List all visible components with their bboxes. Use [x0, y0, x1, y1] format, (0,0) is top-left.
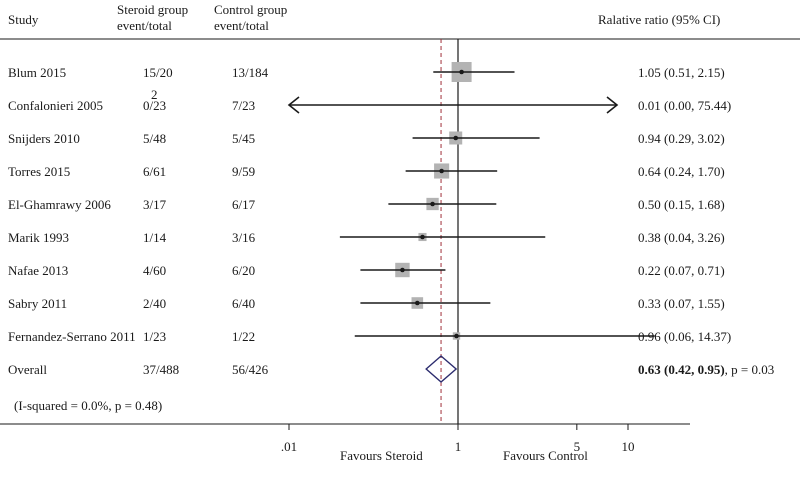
- favours-control-label: Favours Control: [503, 448, 588, 463]
- ratio-ci-text: 0.01 (0.00, 75.44): [638, 98, 731, 113]
- study-name: Marik 1993: [8, 230, 69, 245]
- ratio-ci-text: 0.33 (0.07, 1.55): [638, 296, 725, 311]
- point-estimate: [459, 69, 464, 75]
- header-study: Study: [8, 12, 39, 27]
- steroid-events-overlap: 2: [151, 87, 158, 102]
- study-name: Snijders 2010: [8, 131, 80, 146]
- control-events: 6/17: [232, 197, 256, 212]
- steroid-events: 1/23: [143, 329, 166, 344]
- point-estimate: [400, 267, 405, 273]
- overall-diamond: [425, 355, 458, 383]
- header-control-line2: event/total: [214, 18, 269, 33]
- overall-p-value: , p = 0.03: [725, 362, 775, 377]
- control-events: 3/16: [232, 230, 256, 245]
- heterogeneity-text: (I-squared = 0.0%, p = 0.48): [14, 398, 162, 413]
- x-axis-tick-label: 5: [574, 439, 581, 454]
- control-events: 6/20: [232, 263, 255, 278]
- steroid-events: 15/20: [143, 65, 173, 80]
- overall-label: Overall: [8, 362, 47, 377]
- point-estimate: [453, 135, 459, 141]
- study-name: Fernandez-Serrano 2011: [8, 329, 136, 344]
- ratio-ci-text: 0.96 (0.06, 14.37): [638, 329, 731, 344]
- ratio-ci-text: 0.50 (0.15, 1.68): [638, 197, 725, 212]
- control-events: 9/59: [232, 164, 255, 179]
- header-control-line1: Control group: [214, 2, 287, 17]
- overall-ratio-bold: 0.63 (0.42, 0.95): [638, 362, 725, 377]
- study-name: Torres 2015: [8, 164, 70, 179]
- header-steroid-line2: event/total: [117, 18, 172, 33]
- overall-control-events: 56/426: [232, 362, 269, 377]
- control-events: 6/40: [232, 296, 255, 311]
- control-events: 7/23: [232, 98, 255, 113]
- overall-steroid-events: 37/488: [143, 362, 179, 377]
- overall-ratio-ci-text: 0.63 (0.42, 0.95), p = 0.03: [638, 362, 774, 377]
- favours-steroid-label: Favours Steroid: [340, 448, 423, 463]
- point-estimate: [415, 300, 420, 306]
- control-events: 13/184: [232, 65, 269, 80]
- ratio-ci-text: 0.38 (0.04, 3.26): [638, 230, 725, 245]
- ratio-ci-text: 0.94 (0.29, 3.02): [638, 131, 725, 146]
- ci-arrow-right: [606, 96, 619, 114]
- study-name: Confalonieri 2005: [8, 98, 103, 113]
- header-relative-ratio: Ralative ratio (95% CI): [598, 12, 720, 27]
- header-steroid-line1: Steroid group: [117, 2, 188, 17]
- steroid-events: 2/40: [143, 296, 166, 311]
- study-name: El-Ghamrawy 2006: [8, 197, 111, 212]
- steroid-events: 0/23: [143, 98, 166, 113]
- ratio-ci-text: 1.05 (0.51, 2.15): [638, 65, 725, 80]
- control-events: 1/22: [232, 329, 255, 344]
- ratio-ci-text: 0.22 (0.07, 0.71): [638, 263, 725, 278]
- ci-arrow-left: [287, 96, 300, 114]
- steroid-events: 1/14: [143, 230, 167, 245]
- point-estimate: [454, 333, 459, 339]
- x-axis-tick-label: 1: [455, 439, 462, 454]
- study-name: Nafae 2013: [8, 263, 68, 278]
- steroid-events: 5/48: [143, 131, 166, 146]
- steroid-events: 4/60: [143, 263, 166, 278]
- study-name: Sabry 2011: [8, 296, 67, 311]
- steroid-events: 3/17: [143, 197, 167, 212]
- x-axis-tick-label: .01: [281, 439, 297, 454]
- ratio-ci-text: 0.64 (0.24, 1.70): [638, 164, 725, 179]
- study-name: Blum 2015: [8, 65, 66, 80]
- x-axis-tick-label: 10: [622, 439, 635, 454]
- control-events: 5/45: [232, 131, 255, 146]
- steroid-events: 6/61: [143, 164, 166, 179]
- point-estimate: [420, 234, 425, 240]
- point-estimate: [430, 201, 435, 207]
- point-estimate: [439, 168, 444, 174]
